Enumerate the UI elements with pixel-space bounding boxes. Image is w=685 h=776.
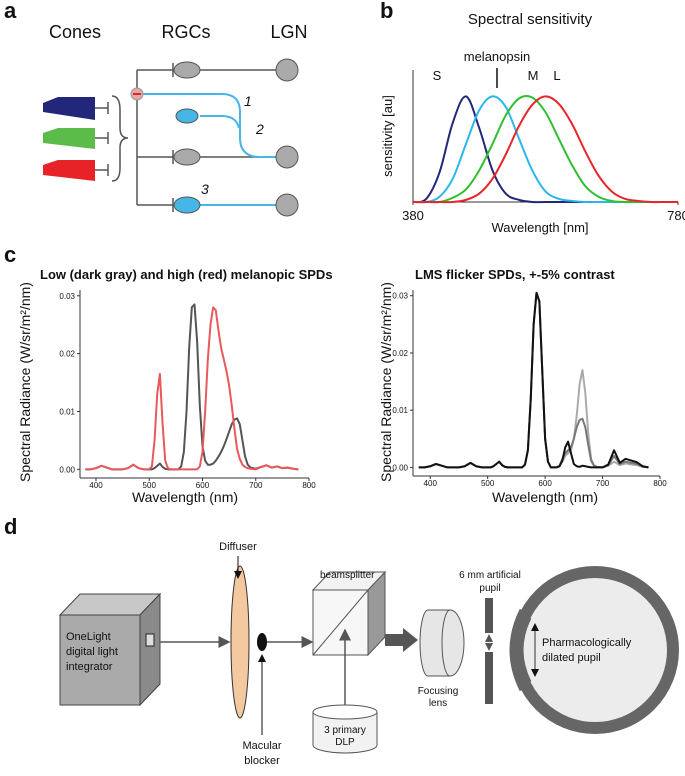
y-tick-label: 0.03: [392, 292, 408, 301]
x-tick-label: 800: [653, 479, 667, 488]
series-label: S: [433, 68, 442, 83]
label: integrator: [66, 661, 113, 673]
iris: [520, 617, 532, 683]
label: beamsplitter: [320, 570, 375, 581]
x-tick-label: 600: [538, 479, 552, 488]
x-tick-label: 380: [402, 208, 424, 223]
header: RGCs: [162, 22, 211, 42]
series-label: L: [553, 68, 560, 83]
y-tick-label: 0.01: [392, 406, 408, 415]
pupil-bar: [485, 652, 493, 704]
light-source: [59, 614, 141, 706]
label: 3 primary: [324, 725, 366, 736]
x-tick-label: 700: [249, 481, 263, 490]
cone-m: [43, 128, 95, 149]
thick-arrow: [385, 628, 418, 652]
x-axis-title: Wavelength [nm]: [491, 220, 588, 235]
y-axis-title: Spectral Radiance (W/sr/m²/nm): [17, 282, 33, 482]
y-tick-label: 0.00: [59, 465, 75, 474]
macular-blocker: [257, 633, 267, 651]
y-tick-label: 0.02: [392, 349, 408, 358]
cells: [173, 58, 299, 217]
eye: [511, 566, 679, 734]
y-tick-label: 0.02: [59, 350, 75, 359]
panel-label: c: [4, 242, 16, 267]
panel-label: d: [4, 514, 17, 539]
series-line: [85, 306, 299, 471]
x-tick-label: 400: [424, 479, 438, 488]
x-axis-title: Wavelength (nm): [492, 489, 598, 505]
pathway-label: 3: [201, 181, 209, 197]
x-tick-label: 700: [596, 479, 610, 488]
dlp-top: [312, 704, 378, 720]
synapses: [95, 63, 276, 212]
series-label: melanopsin: [464, 49, 531, 64]
y-tick-label: 0.03: [59, 292, 75, 301]
label: Focusing: [418, 686, 459, 697]
x-tick-label: 400: [89, 481, 103, 490]
cone-l: [43, 160, 95, 181]
label: Diffuser: [219, 541, 257, 553]
label: digital light: [66, 646, 118, 658]
series-line: [85, 303, 299, 471]
y-tick-label: 0.00: [392, 463, 408, 472]
melanopsin-pathways: [143, 93, 276, 206]
setup-diagram: OneLight digital light integrator Diffus…: [58, 541, 679, 767]
y-tick-label: 0.01: [59, 407, 75, 416]
x-tick-label: 780: [667, 208, 685, 223]
pathway-label: 2: [255, 121, 264, 137]
series-line: [412, 94, 678, 204]
chart-title: LMS flicker SPDs, +-5% contrast: [415, 267, 615, 282]
pupil-bar: [485, 598, 493, 633]
lens-edge: [441, 609, 451, 677]
label: 6 mm artificial: [459, 570, 521, 581]
x-tick-label: 600: [196, 481, 210, 490]
x-tick-label: 500: [481, 479, 495, 488]
series-line: [412, 95, 678, 204]
chart-title: Spectral sensitivity: [468, 11, 593, 28]
label: Pharmacologically: [542, 637, 632, 649]
port: [145, 633, 155, 647]
diffuser: [230, 565, 250, 719]
label: OneLight: [66, 631, 111, 643]
pathway-label: 1: [244, 93, 252, 109]
label: DLP: [335, 737, 355, 748]
cornea: [509, 608, 525, 692]
cone-s: [43, 97, 95, 120]
x-tick-label: 800: [302, 481, 316, 490]
label: dilated pupil: [542, 652, 601, 664]
splitter-plane: [312, 589, 369, 656]
retina-diagram: Cones RGCs LGN: [43, 22, 308, 217]
x-axis-title: Wavelength (nm): [132, 489, 238, 505]
y-axis-title: Spectral Radiance (W/sr/m²/nm): [378, 282, 394, 482]
label: blocker: [244, 755, 280, 767]
x-tick-label: 500: [143, 481, 157, 490]
label: pupil: [479, 583, 500, 594]
panel-label: a: [4, 0, 17, 23]
series-line: [418, 291, 649, 469]
label: lens: [429, 698, 447, 709]
label: Macular: [242, 740, 281, 752]
header: LGN: [270, 22, 307, 42]
panel-label: b: [380, 0, 393, 23]
header: Cones: [49, 22, 101, 42]
y-axis-title: sensitivity [au]: [380, 95, 395, 177]
series-label: M: [528, 68, 539, 83]
dlp: [312, 712, 378, 754]
chart-title: Low (dark gray) and high (red) melanopic…: [40, 267, 333, 282]
